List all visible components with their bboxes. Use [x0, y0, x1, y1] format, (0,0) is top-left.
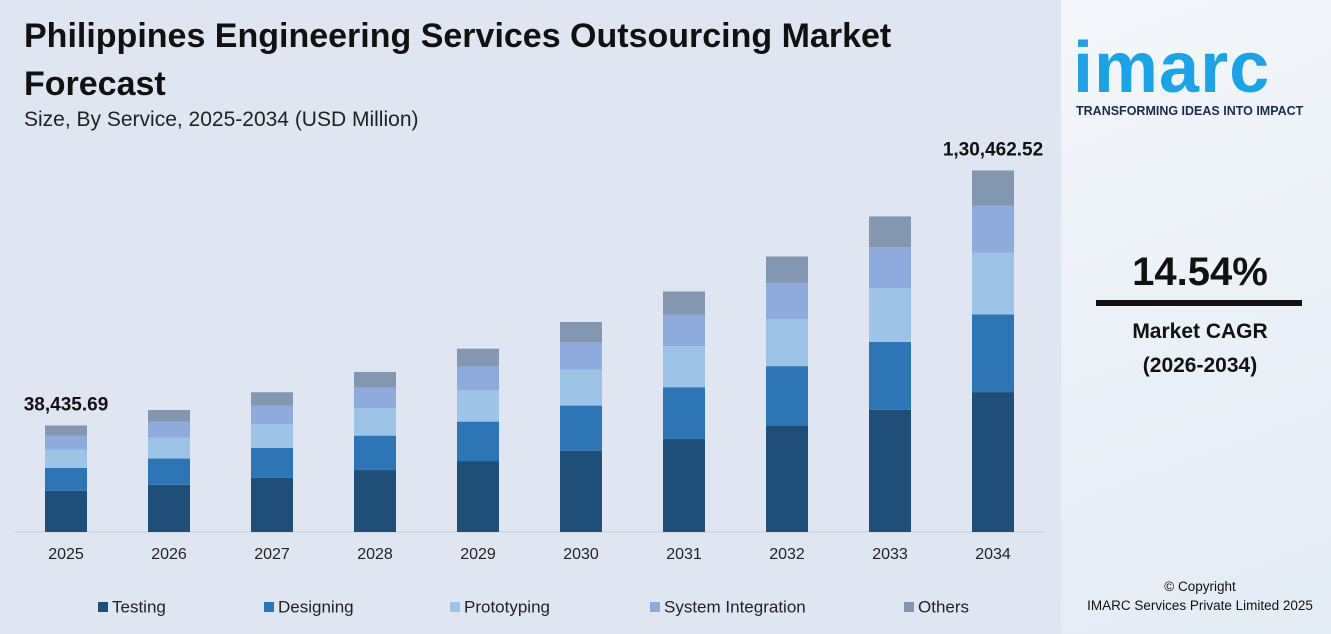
bar-segment — [663, 346, 705, 388]
bar-segment — [766, 283, 808, 320]
bar-segment — [45, 425, 87, 436]
legend-swatch — [450, 602, 460, 612]
x-tick-label: 2028 — [357, 546, 393, 563]
bar-segment — [766, 256, 808, 284]
legend-label: Testing — [112, 597, 166, 616]
bar-segment — [869, 288, 911, 343]
x-tick-label: 2030 — [563, 546, 599, 563]
legend-label: Prototyping — [464, 597, 550, 616]
chart-subtitle: Size, By Service, 2025-2034 (USD Million… — [24, 108, 419, 131]
bar-segment — [869, 216, 911, 248]
bar-segment — [869, 342, 911, 410]
bar-segment — [354, 470, 396, 532]
x-tick-label: 2025 — [48, 546, 84, 563]
bar-segment — [45, 490, 87, 532]
bar-segment — [148, 437, 190, 459]
bar-segment — [45, 467, 87, 491]
chart-title: Philippines Engineering Services Outsour… — [24, 17, 892, 103]
bar-segment — [354, 371, 396, 388]
bar-segment — [148, 484, 190, 532]
bar-segment — [663, 387, 705, 439]
total-label: 1,30,462.52 — [943, 139, 1043, 160]
bar-segment — [354, 408, 396, 436]
legend-swatch — [98, 602, 108, 612]
bar-segment — [560, 369, 602, 406]
bar-segment — [972, 314, 1014, 393]
bar-segment — [457, 390, 499, 422]
legend-label: System Integration — [664, 597, 806, 616]
tagline: TRANSFORMING IDEAS INTO IMPACT — [1076, 104, 1304, 118]
bar-segment — [766, 425, 808, 532]
bar-segment — [457, 421, 499, 462]
bar-segment — [766, 319, 808, 367]
bar-segment — [45, 435, 87, 450]
bar-segment — [457, 461, 499, 532]
x-tick-label: 2031 — [666, 546, 702, 563]
divider — [1096, 300, 1302, 306]
legend-label: Others — [918, 597, 969, 616]
legend-swatch — [264, 602, 274, 612]
bar-segment — [148, 458, 190, 485]
bar-segment — [972, 205, 1014, 253]
bar-segment — [869, 247, 911, 289]
bar-segment — [972, 170, 1014, 206]
legend-swatch — [904, 602, 914, 612]
cagr-period: (2026-2034) — [1142, 354, 1258, 377]
bar-segment — [663, 314, 705, 347]
bar-segment — [251, 392, 293, 406]
bar-segment — [560, 342, 602, 370]
bar-segment — [972, 252, 1014, 315]
bar-segment — [663, 438, 705, 532]
x-tick-label: 2033 — [872, 546, 908, 563]
x-tick-label: 2034 — [975, 546, 1011, 563]
bar-segment — [354, 435, 396, 471]
cagr-label: Market CAGR — [1132, 320, 1268, 343]
logo: imarc — [1073, 28, 1271, 108]
legend-swatch — [650, 602, 660, 612]
legend-label: Designing — [278, 597, 354, 616]
bar-segment — [766, 366, 808, 426]
x-tick-label: 2029 — [460, 546, 496, 563]
x-tick-label: 2032 — [769, 546, 805, 563]
x-tick-label: 2027 — [254, 546, 290, 563]
bar-segment — [560, 405, 602, 451]
bar-segment — [972, 392, 1014, 532]
side-panel: imarc TRANSFORMING IDEAS INTO IMPACT 14.… — [1061, 0, 1331, 634]
copyright: © Copyright — [1164, 579, 1236, 594]
x-tick-label: 2026 — [151, 546, 187, 563]
bar-segment — [560, 450, 602, 532]
company: IMARC Services Private Limited 2025 — [1087, 598, 1313, 613]
bar-segment — [560, 321, 602, 343]
bar-segment — [869, 409, 911, 532]
bar-segment — [251, 405, 293, 424]
bar-segment — [251, 477, 293, 532]
bar-segment — [148, 409, 190, 422]
bar-segment — [148, 421, 190, 438]
bar-segment — [251, 447, 293, 478]
bar-segment — [251, 423, 293, 448]
total-label: 38,435.69 — [24, 394, 109, 415]
bar-segment — [663, 291, 705, 315]
cagr-value: 14.54% — [1132, 250, 1268, 294]
bar-segment — [457, 366, 499, 391]
bar-segment — [45, 449, 87, 468]
chart: 2025 38,435.69 2026 2027 2028 2029 2030 2031 203… — [15, 139, 1045, 616]
bar-segment — [354, 387, 396, 409]
bar-segment — [457, 348, 499, 367]
